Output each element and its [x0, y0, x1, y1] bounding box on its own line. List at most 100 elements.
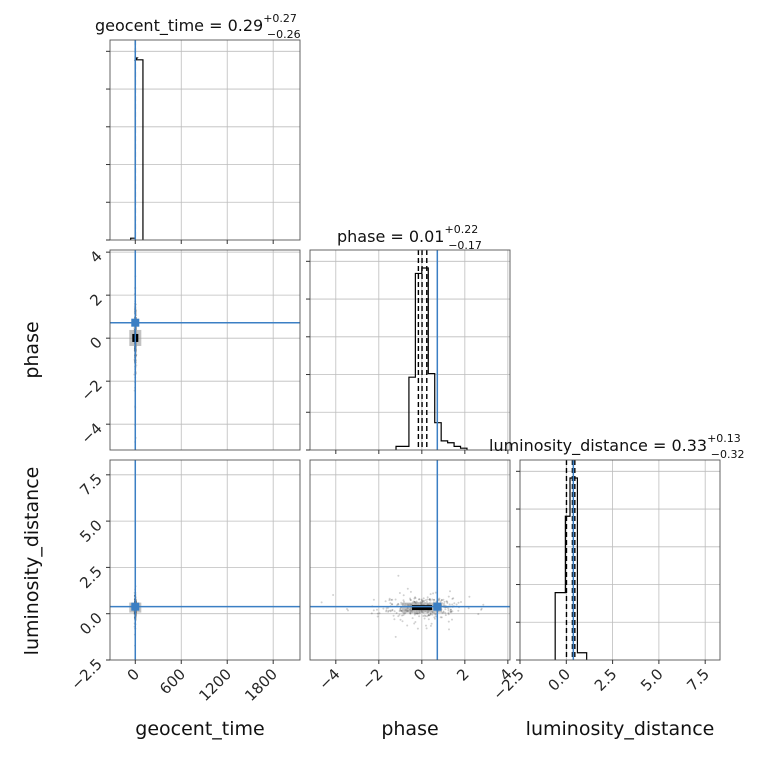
sample-point	[396, 604, 399, 607]
ylabel-luminosity-distance: luminosity_distance	[21, 467, 43, 656]
sample-point	[395, 612, 398, 614]
ytick-label-luminosity_distance: 7.5	[76, 470, 106, 500]
sample-point	[397, 603, 400, 606]
truth-marker-geocent_time-phase	[131, 318, 140, 327]
sample-point	[413, 597, 416, 600]
sample-point	[387, 610, 390, 613]
title-geocent-time: geocent_time = 0.29+0.27 −0.26	[95, 12, 301, 41]
sample-point	[403, 600, 405, 603]
sample-point	[402, 614, 405, 617]
xtick-label-luminosity_distance: 2.5	[591, 665, 621, 695]
sample-point	[428, 598, 431, 601]
ytick-label-phase: 0	[86, 333, 105, 352]
sample-point	[447, 609, 450, 612]
panel-frame-phase-phase	[309, 249, 511, 451]
sample-point	[426, 615, 429, 618]
sample-point	[402, 594, 405, 597]
sample-point	[457, 601, 460, 604]
truth-marker-geocent_time-luminosity_distance	[131, 602, 140, 611]
sample-point	[332, 594, 335, 596]
ytick-label-luminosity_distance: −2.5	[67, 655, 105, 693]
sample-point	[384, 600, 387, 603]
sample-point	[409, 599, 412, 602]
sample-point	[409, 612, 412, 615]
sample-point	[447, 613, 450, 616]
sample-point	[411, 617, 414, 620]
sample-point	[452, 597, 455, 600]
sample-point	[433, 617, 436, 620]
ytick-label-phase: −4	[77, 419, 105, 447]
sample-point	[422, 615, 425, 617]
sample-point	[426, 596, 429, 599]
sample-point	[406, 587, 409, 590]
sample-point	[399, 609, 402, 612]
sample-point	[397, 574, 400, 577]
xtick-label-phase: −2	[358, 665, 386, 693]
ytick-label-luminosity_distance: 5.0	[76, 516, 106, 546]
sample-point	[449, 608, 452, 611]
sample-point	[370, 612, 373, 615]
sample-point	[391, 598, 394, 601]
sample-point	[451, 603, 454, 606]
xtick-label-geocent_time: 1200	[195, 665, 235, 705]
sample-point	[391, 603, 394, 606]
sample-point	[442, 610, 445, 613]
xtick-label-luminosity_distance: 7.5	[683, 665, 713, 695]
sample-point	[438, 597, 441, 600]
xtick-label-geocent_time: 0	[124, 665, 143, 684]
sample-point	[448, 628, 450, 631]
sample-point	[416, 612, 419, 615]
sample-point	[423, 599, 426, 602]
sample-point	[416, 612, 419, 615]
sample-point	[409, 590, 412, 593]
sample-point	[440, 616, 443, 619]
ytick-label-phase: −2	[77, 376, 105, 404]
sample-point	[388, 597, 391, 600]
sample-point	[398, 592, 401, 594]
sample-point	[451, 610, 454, 613]
sample-point	[423, 614, 426, 617]
sample-point	[401, 620, 404, 623]
sample-point	[398, 613, 401, 616]
xlabel-phase: phase	[381, 718, 438, 740]
sample-point	[397, 602, 400, 605]
sample-point	[431, 613, 434, 616]
sample-point	[439, 616, 442, 619]
sample-point	[388, 599, 391, 602]
truth-marker-phase-luminosity_distance	[433, 602, 442, 611]
histogram-geocent_time	[130, 57, 144, 240]
sample-point	[421, 600, 424, 603]
xtick-label-luminosity_distance: 5.0	[637, 665, 667, 695]
sample-point	[450, 611, 453, 614]
sample-point	[418, 598, 421, 601]
xtick-label-geocent_time: 600	[156, 665, 189, 698]
sample-point	[389, 602, 392, 605]
sample-point	[376, 615, 379, 618]
sample-point	[440, 599, 443, 602]
sample-point	[455, 603, 458, 606]
xlabel-luminosity-distance: luminosity_distance	[526, 718, 715, 740]
sample-point	[413, 622, 416, 625]
sample-point	[480, 607, 483, 610]
sample-point	[450, 610, 453, 613]
sample-point	[429, 598, 431, 601]
sample-point	[451, 597, 454, 600]
sample-point	[385, 610, 388, 613]
sample-point	[434, 591, 437, 594]
sample-point	[415, 612, 418, 615]
xlabel-geocent-time: geocent_time	[135, 718, 264, 740]
sample-point	[447, 620, 450, 623]
sample-point	[425, 627, 428, 630]
sample-point	[439, 600, 442, 603]
sample-point	[402, 599, 405, 602]
sample-point	[409, 597, 412, 600]
sample-point	[448, 603, 451, 606]
sample-point	[433, 598, 436, 601]
sample-point	[400, 601, 403, 604]
sample-point	[426, 598, 429, 601]
sample-point	[431, 598, 434, 601]
ytick-label-phase: 4	[86, 247, 105, 266]
sample-point	[422, 597, 425, 600]
sample-point	[447, 612, 450, 614]
